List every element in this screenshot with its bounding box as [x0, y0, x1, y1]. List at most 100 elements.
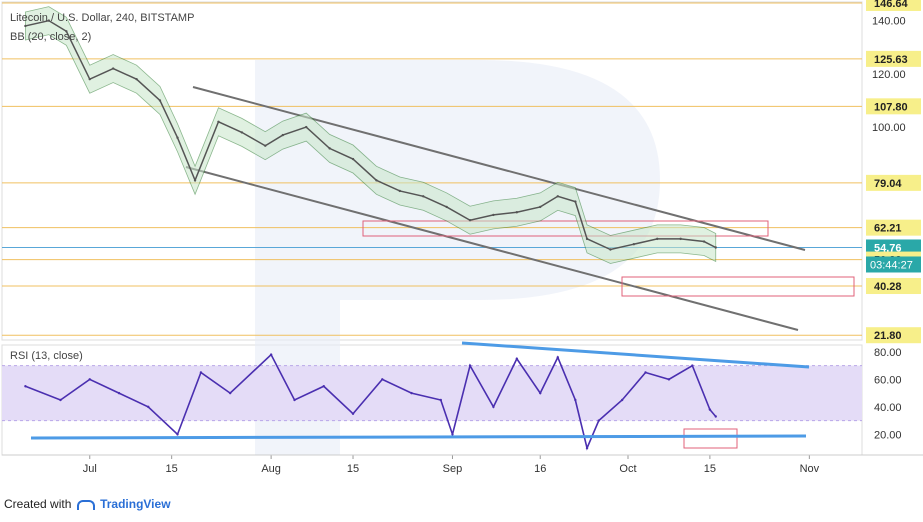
price-level-badge — [866, 98, 921, 115]
rsi-point — [351, 412, 355, 415]
price-level-badge — [866, 50, 921, 67]
x-tick-label: 15 — [166, 463, 178, 475]
price-point — [351, 157, 355, 161]
rsi-point — [439, 398, 442, 402]
rsi-point — [381, 378, 384, 381]
footer: Created with TradingView — [4, 497, 171, 511]
rsi-tick-label: 80.00 — [874, 347, 902, 359]
rsi-point — [644, 371, 647, 374]
price-point — [328, 147, 331, 150]
rsi-upper-trendline — [461, 341, 810, 369]
price-point — [609, 248, 612, 251]
price-point — [158, 99, 162, 102]
price-level-label: 146.64 — [874, 0, 909, 10]
price-point — [375, 179, 378, 182]
rsi-point — [574, 398, 577, 402]
chart-title: Litecoin / U.S. Dollar, 240, BITSTAMP — [10, 12, 195, 24]
price-point — [193, 179, 197, 182]
rsi-point — [714, 415, 717, 418]
bollinger-legend: BB (20, close, 2) — [10, 31, 92, 43]
price-point — [398, 189, 402, 193]
price-point — [714, 246, 717, 249]
tradingview-brand[interactable]: TradingView — [100, 497, 171, 511]
price-level-label: 21.80 — [874, 330, 902, 342]
rsi-point — [585, 446, 589, 450]
target-zone — [621, 276, 855, 297]
rsi-point — [59, 398, 62, 402]
price-point — [539, 205, 542, 209]
rsi-tick-label: 20.00 — [874, 429, 902, 441]
price-level-badge — [866, 174, 921, 191]
rsi-point — [322, 385, 325, 388]
rsi-point — [468, 364, 472, 367]
rsi-point — [451, 433, 454, 436]
price-point — [65, 30, 68, 33]
rsi-point — [199, 371, 203, 374]
x-tick-label: Sep — [443, 463, 463, 475]
rsi-tick-label: 60.00 — [874, 374, 902, 386]
price-level-badge — [866, 278, 921, 295]
price-point — [656, 237, 659, 241]
rsi-point — [597, 419, 600, 422]
price-point — [585, 237, 589, 241]
tradingview-logo-icon — [76, 499, 95, 510]
bollinger-band — [25, 6, 717, 264]
created-with-text: Created with — [4, 497, 72, 511]
price-point — [264, 144, 267, 147]
price-level-badge — [866, 219, 921, 236]
price-point — [702, 240, 706, 243]
price-point — [135, 77, 138, 81]
countdown-label: 03:44:27 — [870, 259, 913, 271]
price-point — [422, 195, 425, 198]
price-point — [240, 131, 244, 134]
price-point — [217, 120, 220, 123]
channel-lower-line — [185, 166, 799, 331]
x-tick-label: Jul — [83, 463, 97, 475]
price-point — [47, 19, 51, 22]
price-point — [679, 237, 682, 241]
rsi-point — [228, 391, 232, 395]
rsi-point — [147, 405, 150, 409]
rsi-point — [620, 398, 624, 402]
countdown-badge — [866, 256, 921, 273]
current-price-badge — [866, 239, 921, 256]
price-point — [492, 213, 495, 217]
price-point — [556, 195, 559, 198]
rsi-point — [24, 385, 27, 388]
price-level-label: 79.04 — [874, 178, 902, 190]
current-price-label: 54.76 — [874, 242, 902, 254]
price-point — [24, 24, 27, 28]
rsi-point — [556, 356, 559, 359]
price-point — [88, 77, 91, 81]
price-level-label: 125.63 — [874, 54, 908, 66]
price-point — [281, 133, 285, 137]
price-point — [305, 125, 308, 129]
rsi-point — [293, 398, 296, 402]
x-tick-label: 15 — [704, 463, 716, 475]
price-point — [445, 205, 448, 209]
price-tick-label: 120.00 — [872, 69, 906, 81]
rsi-zone — [683, 428, 738, 449]
rsi-point — [88, 378, 91, 381]
rsi-point — [539, 391, 542, 395]
x-tick-label: Aug — [261, 463, 281, 475]
price-level-badge — [866, 327, 921, 344]
price-point — [632, 242, 636, 246]
rsi-lower-trendline — [30, 434, 807, 440]
rsi-point — [667, 378, 671, 381]
price-level-badge — [866, 0, 921, 11]
rsi-legend: RSI (13, close) — [10, 350, 83, 362]
price-level-label: 62.21 — [874, 223, 902, 235]
rsi-point — [410, 391, 413, 395]
resistance-zone — [362, 220, 769, 237]
rsi-band — [2, 365, 862, 421]
x-tick-label: 16 — [534, 463, 546, 475]
price-point — [468, 219, 472, 222]
rsi-point — [515, 357, 519, 360]
price-point — [176, 136, 179, 139]
rsi-point — [117, 391, 121, 395]
channel-upper-line — [192, 86, 806, 251]
x-tick-label: Nov — [800, 463, 820, 475]
